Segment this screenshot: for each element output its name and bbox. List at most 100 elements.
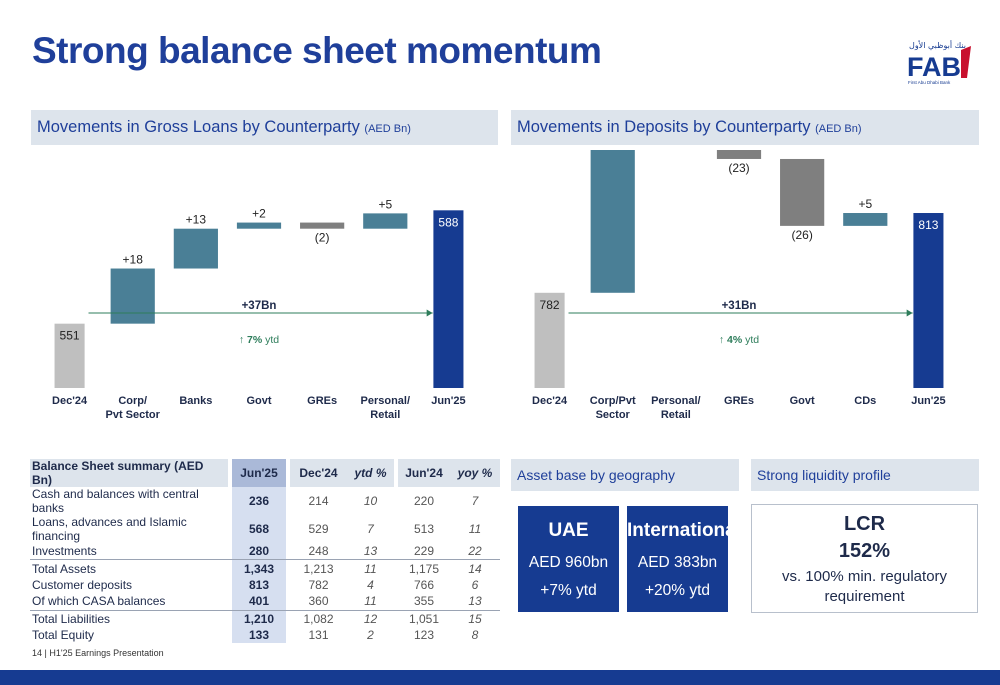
loans-growth-value: 7%	[247, 334, 263, 346]
deposits-growth-suffix: ytd	[742, 334, 759, 346]
table-title: Balance Sheet summary (AED Bn)	[30, 459, 228, 487]
loans-data-label-5: +5	[378, 197, 392, 211]
deposits-growth-arrow-icon: ↑	[719, 334, 727, 346]
table-cell: 13	[468, 594, 482, 609]
loans-bar-5	[363, 213, 408, 229]
loans-tick-label-5-0: Personal/	[361, 395, 411, 407]
deposits-growth-value: 4%	[727, 334, 743, 346]
lcr-value: 152%	[838, 540, 891, 562]
table-cell: 1,210	[232, 609, 286, 627]
deposits-tick-label-1-0: Corp/Pvt	[590, 395, 636, 407]
column-gap	[228, 559, 232, 577]
deposits-tick-label-1-1: Sector	[596, 409, 631, 421]
table-cell: 123	[413, 628, 435, 643]
deposits-tick-label-2-1: Retail	[661, 409, 691, 421]
table-cell: 220	[413, 494, 435, 508]
loans-data-label-0: 551	[60, 329, 80, 343]
table-cell: 11	[347, 559, 394, 577]
table-cell: 13	[363, 544, 378, 559]
deposits-bar-6	[913, 213, 944, 388]
loans-growth-arrow-icon: ↑	[239, 334, 247, 346]
loans-tick-label-4: GREs	[307, 395, 337, 407]
column-gap	[286, 576, 290, 594]
international-value: AED 383bn	[637, 554, 718, 571]
deposits-data-label-4: (26)	[791, 228, 812, 242]
column-gap	[228, 487, 232, 515]
international-asset-box: International AED 383bn +20% ytd	[627, 506, 742, 612]
deposits-data-label-3: (23)	[728, 161, 749, 175]
table-cell: 236	[232, 487, 286, 515]
balance-sheet-table: Balance Sheet summary (AED Bn) Jun'25 Dec'…	[30, 459, 500, 644]
lcr-desc-line2: requirement	[824, 588, 905, 605]
table-cell: 131	[308, 628, 329, 643]
table-cell: 280	[232, 543, 286, 560]
deposits-growth-label: ↑ 4% ytd	[719, 334, 759, 346]
column-gap	[286, 515, 290, 543]
loans-data-label-1: +18	[123, 253, 144, 267]
table-row: Total Equity 133 131 2 123 8	[30, 626, 500, 644]
table-cell: 22	[468, 544, 482, 559]
geography-header: Asset base by geography	[511, 459, 739, 491]
deposits-data-label-0: 782	[540, 298, 560, 312]
table-cell: 568	[232, 515, 286, 543]
column-gap	[228, 543, 232, 560]
footer-text: 14 | H1'25 Earnings Presentation	[32, 648, 164, 658]
loans-tick-label-6: Jun'25	[431, 395, 465, 407]
row-label: Total Assets	[30, 559, 228, 577]
loans-total-change: +37Bn	[242, 300, 277, 312]
deposits-tick-label-2-0: Personal/	[651, 395, 701, 407]
table-cell: 7	[367, 522, 374, 536]
column-header-3: Jun'24	[398, 459, 450, 487]
table-row: Total Assets 1,343 1,213 11 1,175 14	[30, 559, 500, 577]
column-header-1: Dec'24	[290, 459, 347, 487]
table-cell: 1,343	[232, 559, 286, 577]
table-cell: 1,082	[290, 609, 347, 627]
loans-panel-header: Movements in Gross Loans by Counterparty…	[31, 110, 498, 145]
column-gap	[286, 609, 290, 627]
deposits-bar-1	[590, 150, 635, 293]
table-cell: 14	[450, 559, 500, 577]
logo-arabic: بنك أبوظبي الأول	[909, 40, 966, 50]
table-cell: 214	[308, 494, 329, 508]
table-row: Total Liabilities 1,210 1,082 12 1,051 15	[30, 609, 500, 627]
column-gap	[286, 487, 290, 515]
column-gap	[394, 593, 398, 611]
uae-title: UAE	[548, 520, 589, 541]
table-cell: 7	[471, 494, 479, 508]
table-cell: 2	[367, 628, 374, 643]
loans-bar-0	[54, 323, 85, 388]
table-cell: 248	[308, 544, 329, 559]
deposits-waterfall-chart: 782Dec'24+62Corp/PvtSector+13Personal/Re…	[532, 150, 946, 421]
lcr-box: LCR 152% vs. 100% min. regulatory requir…	[751, 504, 978, 613]
column-gap	[228, 576, 232, 594]
column-gap	[394, 576, 398, 594]
table-cell: 4	[367, 577, 374, 592]
loans-bar-3	[236, 222, 282, 229]
column-gap	[228, 593, 232, 611]
row-label: Total Liabilities	[30, 609, 228, 627]
column-gap	[394, 626, 398, 644]
lcr-title: LCR	[843, 513, 886, 535]
loans-arrowhead-icon	[426, 309, 433, 317]
column-gap	[394, 609, 398, 627]
column-gap	[228, 459, 232, 487]
column-gap	[286, 593, 290, 611]
logo-brand: FAB	[907, 52, 961, 82]
row-label: Cash and balances with central banks	[32, 487, 199, 515]
page-title: Strong balance sheet momentum	[32, 30, 602, 71]
column-gap	[394, 559, 398, 577]
deposits-bar-5	[843, 213, 888, 226]
row-label: Customer deposits	[32, 577, 133, 592]
loans-tick-label-3: Govt	[246, 395, 271, 407]
balance-sheet-header-row: Balance Sheet summary (AED Bn) Jun'25 Dec'…	[30, 459, 500, 487]
deposits-data-label-5: +5	[858, 197, 872, 211]
deposits-bar-0	[534, 292, 565, 388]
liquidity-header: Strong liquidity profile	[751, 459, 979, 491]
uae-asset-box: UAE AED 960bn +7% ytd	[518, 506, 619, 612]
row-label: Of which CASA balances	[32, 594, 166, 609]
column-gap	[394, 487, 398, 515]
table-row: Customer deposits 813 782 4 766 6	[30, 576, 500, 594]
uae-value: AED 960bn	[528, 554, 609, 571]
international-title: International	[627, 520, 742, 541]
deposits-panel-header: Movements in Deposits by Counterparty (A…	[511, 110, 979, 145]
